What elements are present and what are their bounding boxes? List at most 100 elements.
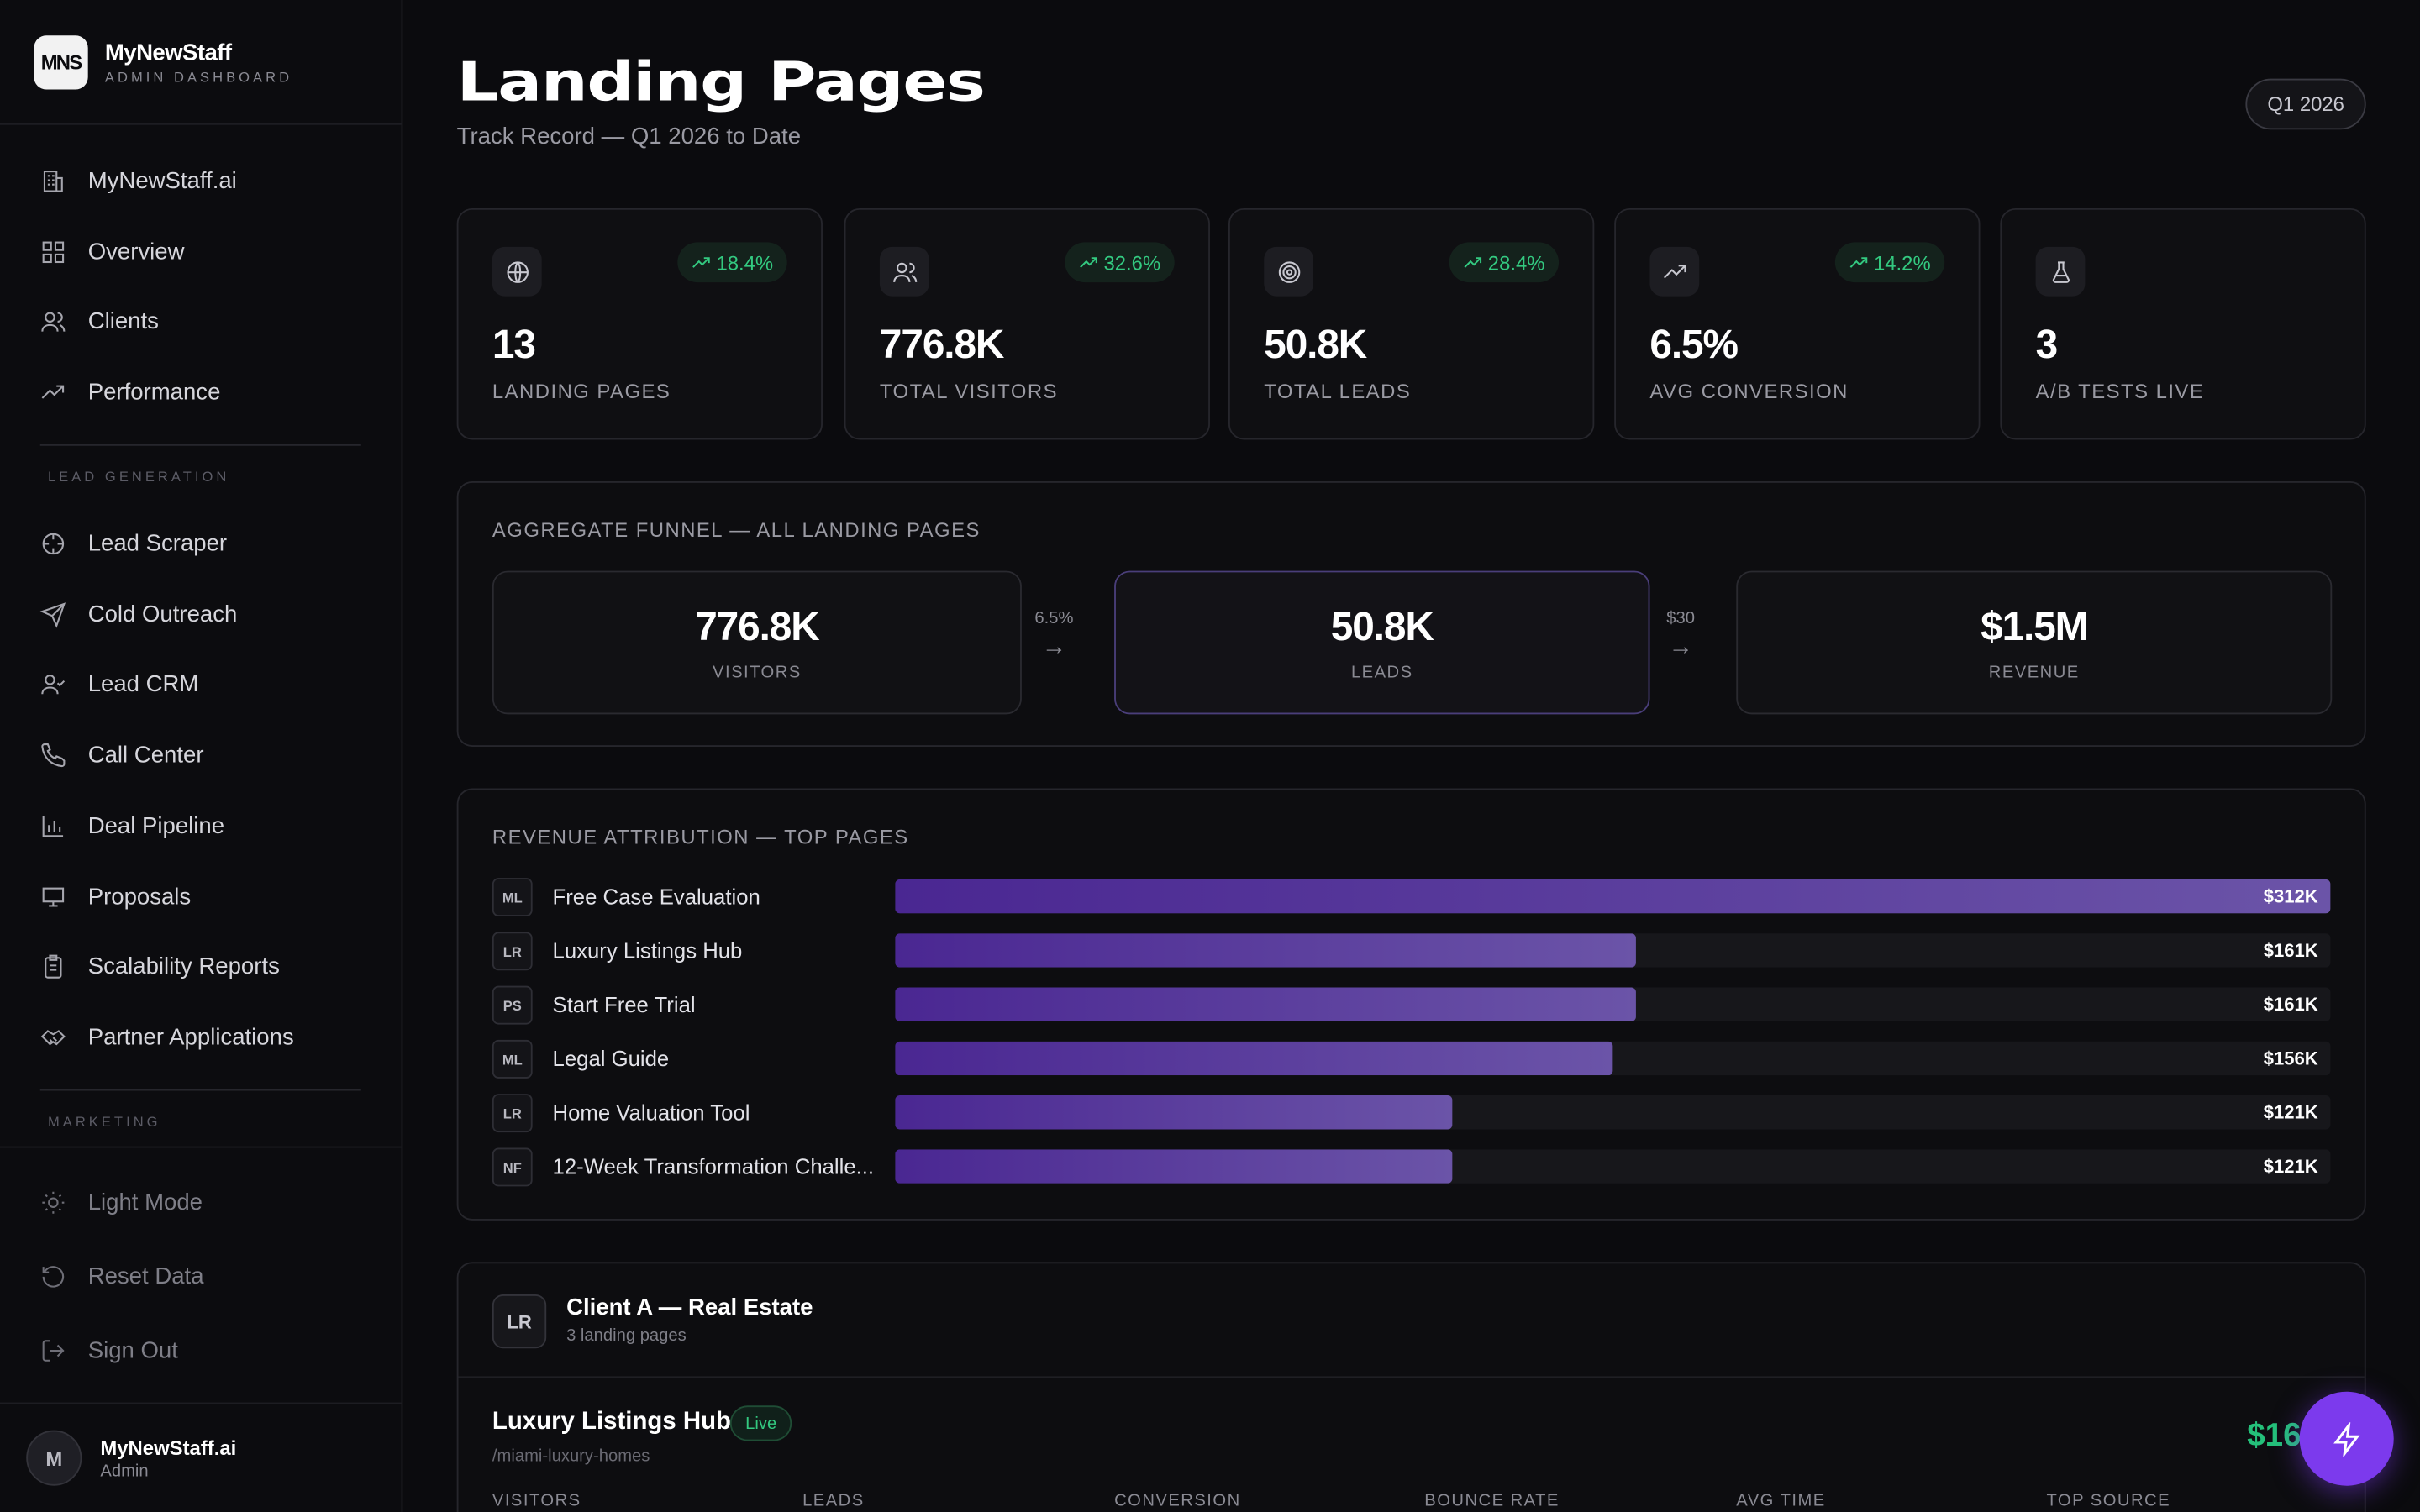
brand-logo: MNS [34, 35, 88, 90]
light-mode-toggle[interactable]: Light Mode [40, 1185, 203, 1219]
sidebar-item-label: Proposals [87, 883, 192, 910]
reset-data-button[interactable]: Reset Data [40, 1259, 204, 1293]
funnel-label: LEADS [1350, 663, 1413, 682]
landing-page-name[interactable]: Luxury Listings Hub [492, 1408, 731, 1436]
revenue-bar-track: $312K [895, 879, 2331, 914]
attribution-row[interactable]: ML Legal Guide $156K [492, 1039, 2332, 1079]
funnel-label: REVENUE [1988, 663, 2080, 682]
attribution-row[interactable]: PS Start Free Trial $161K [492, 985, 2332, 1025]
sidebar-item-partner-applications[interactable]: Partner Applications [40, 1020, 294, 1053]
client-section: LR Client A — Real Estate 3 landing page… [456, 1262, 2366, 1512]
kpi-card-total-leads: 28.4% 50.8K TOTAL LEADS [1228, 207, 1595, 440]
page-tag: ML [492, 1039, 533, 1079]
sidebar-item-label: Deal Pipeline [87, 812, 225, 839]
bar-chart-icon [42, 815, 64, 837]
sidebar-item-label: Lead Scraper [87, 529, 228, 557]
sidebar-item-overview[interactable]: Overview [40, 234, 185, 268]
kpi-value: 776.8K [879, 321, 1005, 368]
funnel-value: $1.5M [1981, 603, 2088, 650]
kpi-label: AVG CONVERSION [1649, 379, 1849, 403]
sidebar-divider [0, 1146, 402, 1148]
kpi-value: 3 [2035, 321, 2059, 368]
attribution-row[interactable]: LR Luxury Listings Hub $161K [492, 932, 2332, 971]
page-tag: NF [492, 1147, 533, 1187]
revenue-value: $312K [2263, 885, 2318, 907]
sidebar-item-label: Clients [87, 307, 159, 334]
clipboard-icon [45, 953, 62, 978]
sidebar-item-mynewstaff[interactable]: MyNewStaff.ai [40, 164, 237, 197]
attribution-row[interactable]: LR Home Valuation Tool $121K [492, 1094, 2332, 1133]
presentation-icon [42, 886, 65, 906]
kpi-value: 50.8K [1264, 321, 1367, 368]
sidebar-item-clients[interactable]: Clients [40, 304, 159, 338]
page-name: Luxury Listings Hub [552, 937, 743, 963]
sidebar-item-lead-scraper[interactable]: Lead Scraper [40, 526, 227, 559]
arrow-right-icon: → [1041, 633, 1067, 661]
sidebar-item-cold-outreach[interactable]: Cold Outreach [39, 597, 238, 631]
kpi-delta-badge: 28.4% [1449, 242, 1560, 283]
attribution-row[interactable]: ML Free Case Evaluation $312K [492, 878, 2332, 916]
grid-icon [42, 240, 65, 263]
lightning-icon [2333, 1421, 2360, 1456]
trending-up-icon [1080, 256, 1097, 267]
sidebar-item-label: Scalability Reports [87, 953, 280, 979]
sign-out-icon [42, 1339, 65, 1361]
sidebar: MNS MyNewStaff ADMIN DASHBOARD MyNewStaf… [0, 0, 403, 1512]
sidebar-divider [39, 1089, 361, 1091]
quick-action-button[interactable] [2299, 1391, 2394, 1486]
sidebar-item-label: Sign Out [87, 1336, 178, 1363]
sidebar-item-label: Reset Data [87, 1263, 204, 1289]
sidebar-item-call-center[interactable]: Call Center [40, 738, 204, 771]
revenue-value: $121K [2263, 1101, 2318, 1124]
user-name: MyNewStaff.ai [100, 1436, 237, 1459]
sidebar-item-label: Cold Outreach [87, 601, 238, 627]
sidebar-item-label: Performance [87, 378, 221, 406]
sign-out-button[interactable]: Sign Out [40, 1333, 178, 1367]
target-icon [1277, 260, 1300, 283]
section-label-marketing: MARKETING [47, 1114, 161, 1130]
kpi-delta-badge: 14.2% [1835, 242, 1945, 283]
stat-header: CONVERSION [1114, 1492, 1241, 1511]
revenue-value: $161K [2263, 939, 2318, 962]
panel-title: AGGREGATE FUNNEL — ALL LANDING PAGES [492, 518, 981, 542]
sidebar-item-performance[interactable]: Performance [40, 375, 221, 408]
landing-page-path: /miami-luxury-homes [492, 1446, 650, 1466]
revenue-bar-track: $156K [895, 1041, 2331, 1076]
revenue-value: $161K [2263, 993, 2318, 1016]
page-name: Start Free Trial [552, 991, 696, 1017]
kpi-label: TOTAL LEADS [1264, 379, 1412, 403]
user-profile[interactable]: M MyNewStaff.ai Admin [26, 1430, 237, 1486]
reset-icon [42, 1265, 65, 1287]
page-subtitle: Track Record — Q1 2026 to Date [456, 123, 802, 150]
kpi-card-avg-conversion: 14.2% 6.5% AVG CONVERSION [1614, 207, 1981, 440]
kpi-label: LANDING PAGES [492, 379, 671, 403]
main-content: Landing Pages Track Record — Q1 2026 to … [402, 0, 2420, 1512]
client-name[interactable]: Client A — Real Estate [566, 1294, 813, 1321]
stat-header: BOUNCE RATE [1424, 1492, 1560, 1511]
attribution-row[interactable]: NF 12-Week Transformation Challe... $121K [492, 1147, 2332, 1187]
brand[interactable]: MNS MyNewStaff ADMIN DASHBOARD [34, 35, 292, 90]
stat-header: TOP SOURCE [2046, 1492, 2171, 1511]
revenue-attribution-panel: REVENUE ATTRIBUTION — TOP PAGES ML Free C… [456, 788, 2366, 1221]
sidebar-item-proposals[interactable]: Proposals [40, 879, 191, 913]
sidebar-item-scalability-reports[interactable]: Scalability Reports [40, 949, 280, 983]
page-tag: LR [492, 1094, 533, 1133]
user-role: Admin [100, 1462, 149, 1481]
users-icon [892, 261, 917, 282]
page-name: Free Case Evaluation [552, 884, 760, 909]
sidebar-divider [0, 1402, 402, 1404]
funnel-conversion-rate: 6.5% → [1023, 609, 1085, 661]
period-selector[interactable]: Q1 2026 [2245, 78, 2366, 130]
phone-icon [41, 743, 66, 767]
sidebar-item-label: Lead CRM [87, 670, 199, 697]
divider [458, 1376, 2365, 1378]
page-name: Home Valuation Tool [552, 1100, 750, 1125]
funnel-label: VISITORS [713, 663, 802, 682]
sidebar-item-lead-crm[interactable]: Lead CRM [40, 666, 199, 700]
flask-icon [2051, 260, 2070, 283]
sidebar-divider [0, 123, 402, 125]
kpi-label: A/B TESTS LIVE [2035, 379, 2205, 403]
send-icon [39, 601, 66, 627]
sidebar-item-deal-pipeline[interactable]: Deal Pipeline [40, 808, 224, 842]
revenue-bar-track: $121K [895, 1149, 2331, 1184]
